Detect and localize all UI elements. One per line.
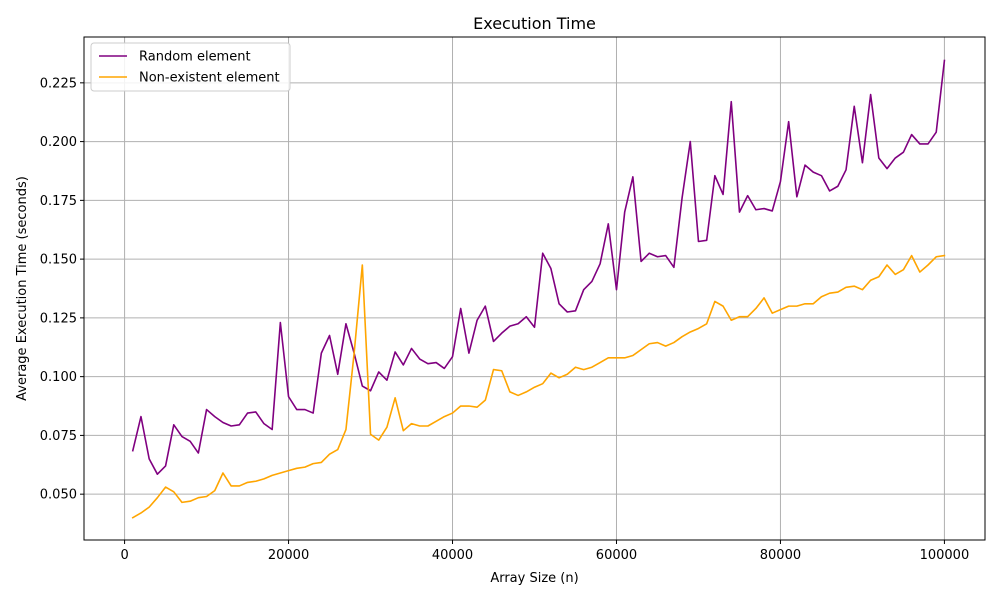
plot-frame <box>83 36 986 541</box>
series-line-non-existent-element <box>131 254 946 519</box>
x-tick-label: 80000 <box>760 548 801 563</box>
x-axis-ticks: 0 20000 40000 60000 80000 100000 <box>120 540 969 563</box>
series-lines <box>131 59 946 519</box>
legend-label: Random element <box>139 50 251 65</box>
grid <box>84 37 985 540</box>
x-tick-label: 0 <box>120 548 128 563</box>
chart-title: Execution Time <box>473 14 596 33</box>
x-tick-label: 20000 <box>268 548 309 563</box>
y-tick-label: 0.050 <box>40 488 77 503</box>
y-tick-label: 0.150 <box>40 253 77 268</box>
y-axis-label: Average Execution Time (seconds) <box>15 176 30 401</box>
legend-label: Non-existent element <box>139 71 280 86</box>
y-axis-ticks: 0.050 0.075 0.100 0.125 0.150 0.175 0.200 0.225 <box>40 76 84 503</box>
y-tick-label: 0.200 <box>40 135 77 150</box>
legend: Random element Non-existent element <box>90 42 291 92</box>
x-tick-label: 40000 <box>432 548 473 563</box>
y-tick-label: 0.075 <box>40 429 77 444</box>
x-axis-label: Array Size (n) <box>490 571 578 586</box>
x-tick-label: 60000 <box>596 548 637 563</box>
y-tick-label: 0.175 <box>40 194 77 209</box>
x-tick-label: 100000 <box>920 548 970 563</box>
y-tick-label: 0.125 <box>40 311 77 326</box>
y-tick-label: 0.100 <box>40 370 77 385</box>
y-tick-label: 0.225 <box>40 76 77 91</box>
legend-box <box>90 42 291 92</box>
series-line-random-element <box>131 59 946 475</box>
